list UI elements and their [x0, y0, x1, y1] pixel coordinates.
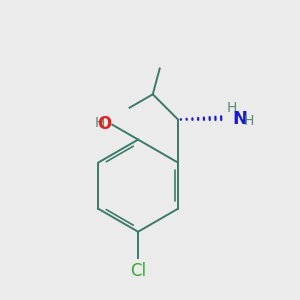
Text: H: H [226, 100, 237, 115]
Text: H: H [243, 114, 254, 128]
Text: N: N [232, 110, 247, 128]
Text: O: O [97, 115, 111, 133]
Text: H: H [94, 116, 105, 130]
Text: Cl: Cl [130, 262, 146, 280]
